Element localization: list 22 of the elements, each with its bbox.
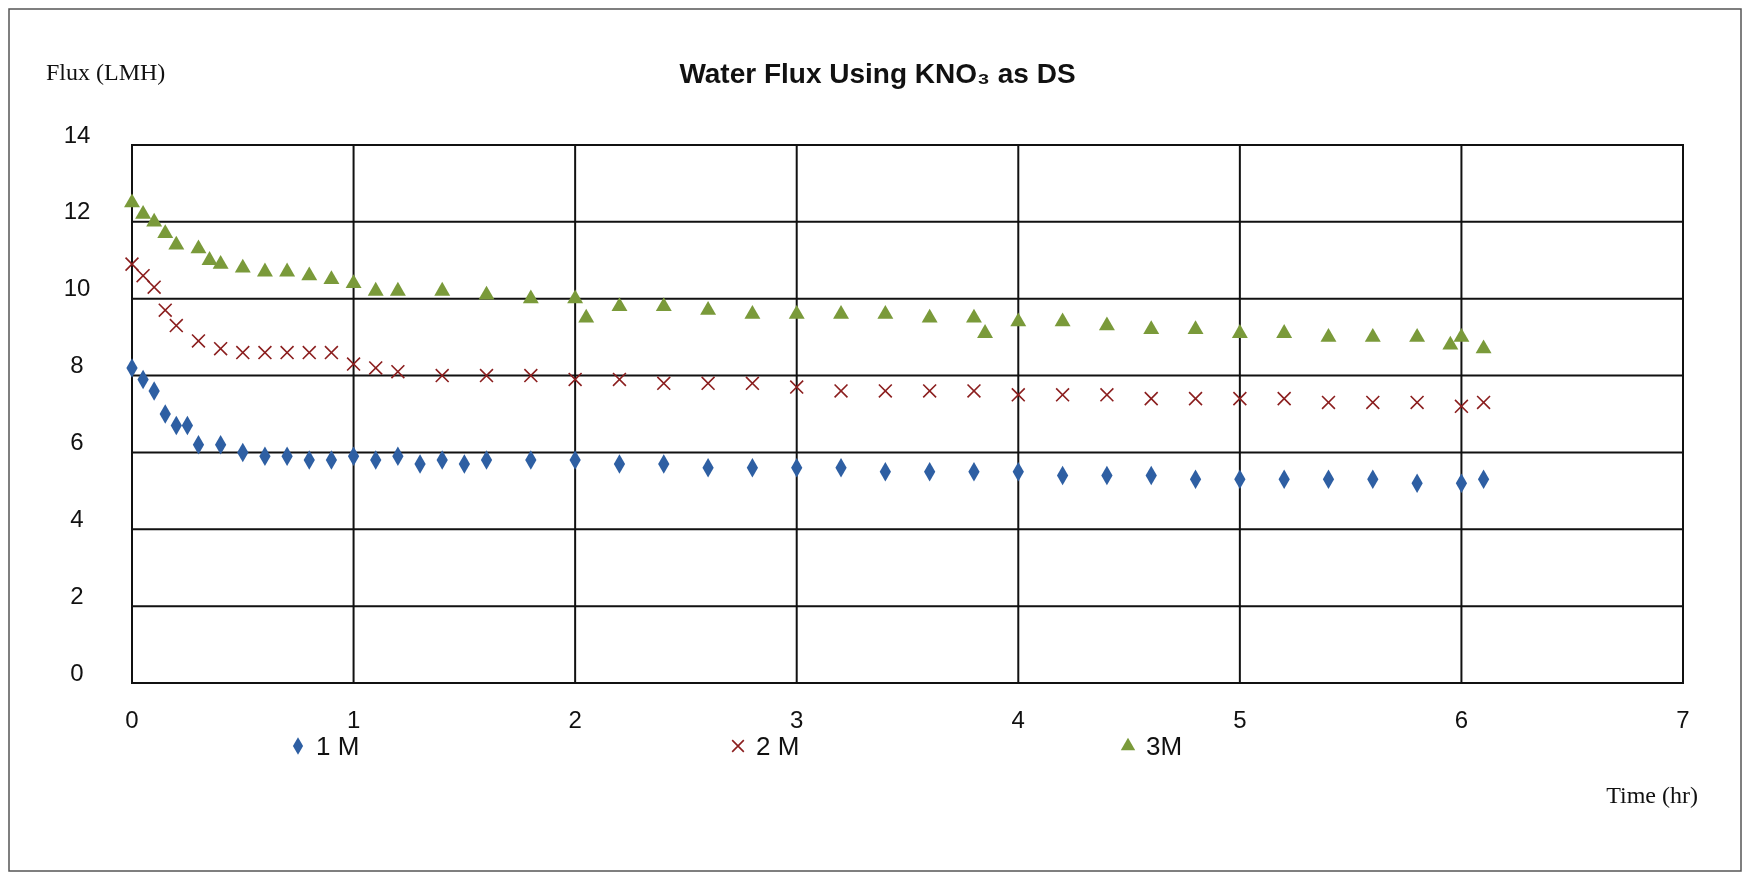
y-tick-label: 2 — [70, 581, 84, 609]
legend-label: 3M — [1146, 731, 1183, 761]
x-tick-label: 5 — [1233, 706, 1247, 733]
legend-label: 2 M — [756, 731, 800, 761]
x-tick-label: 2 — [568, 706, 582, 733]
x-tick-label: 1 — [346, 706, 361, 733]
y-tick-label: 10 — [63, 274, 91, 302]
y-tick-label: 14 — [63, 120, 91, 148]
y-axis-title: Flux (LMH) — [46, 59, 166, 85]
y-tick-label: 6 — [70, 428, 84, 456]
legend-label: 1 M — [316, 731, 360, 761]
x-tick-label: 6 — [1454, 706, 1469, 733]
x-tick-label: 0 — [125, 706, 139, 733]
y-tick-label: 0 — [70, 658, 84, 686]
x-tick-label: 7 — [1676, 706, 1690, 733]
chart-title: Water Flux Using KNO₃ as DS — [679, 58, 1076, 89]
x-axis-title: Time (hr) — [1606, 782, 1698, 808]
y-tick-label: 8 — [70, 351, 84, 379]
y-tick-label: 12 — [63, 197, 91, 225]
y-tick-label: 4 — [70, 504, 84, 532]
x-tick-label: 4 — [1011, 706, 1025, 733]
x-tick-label: 3 — [790, 706, 804, 733]
